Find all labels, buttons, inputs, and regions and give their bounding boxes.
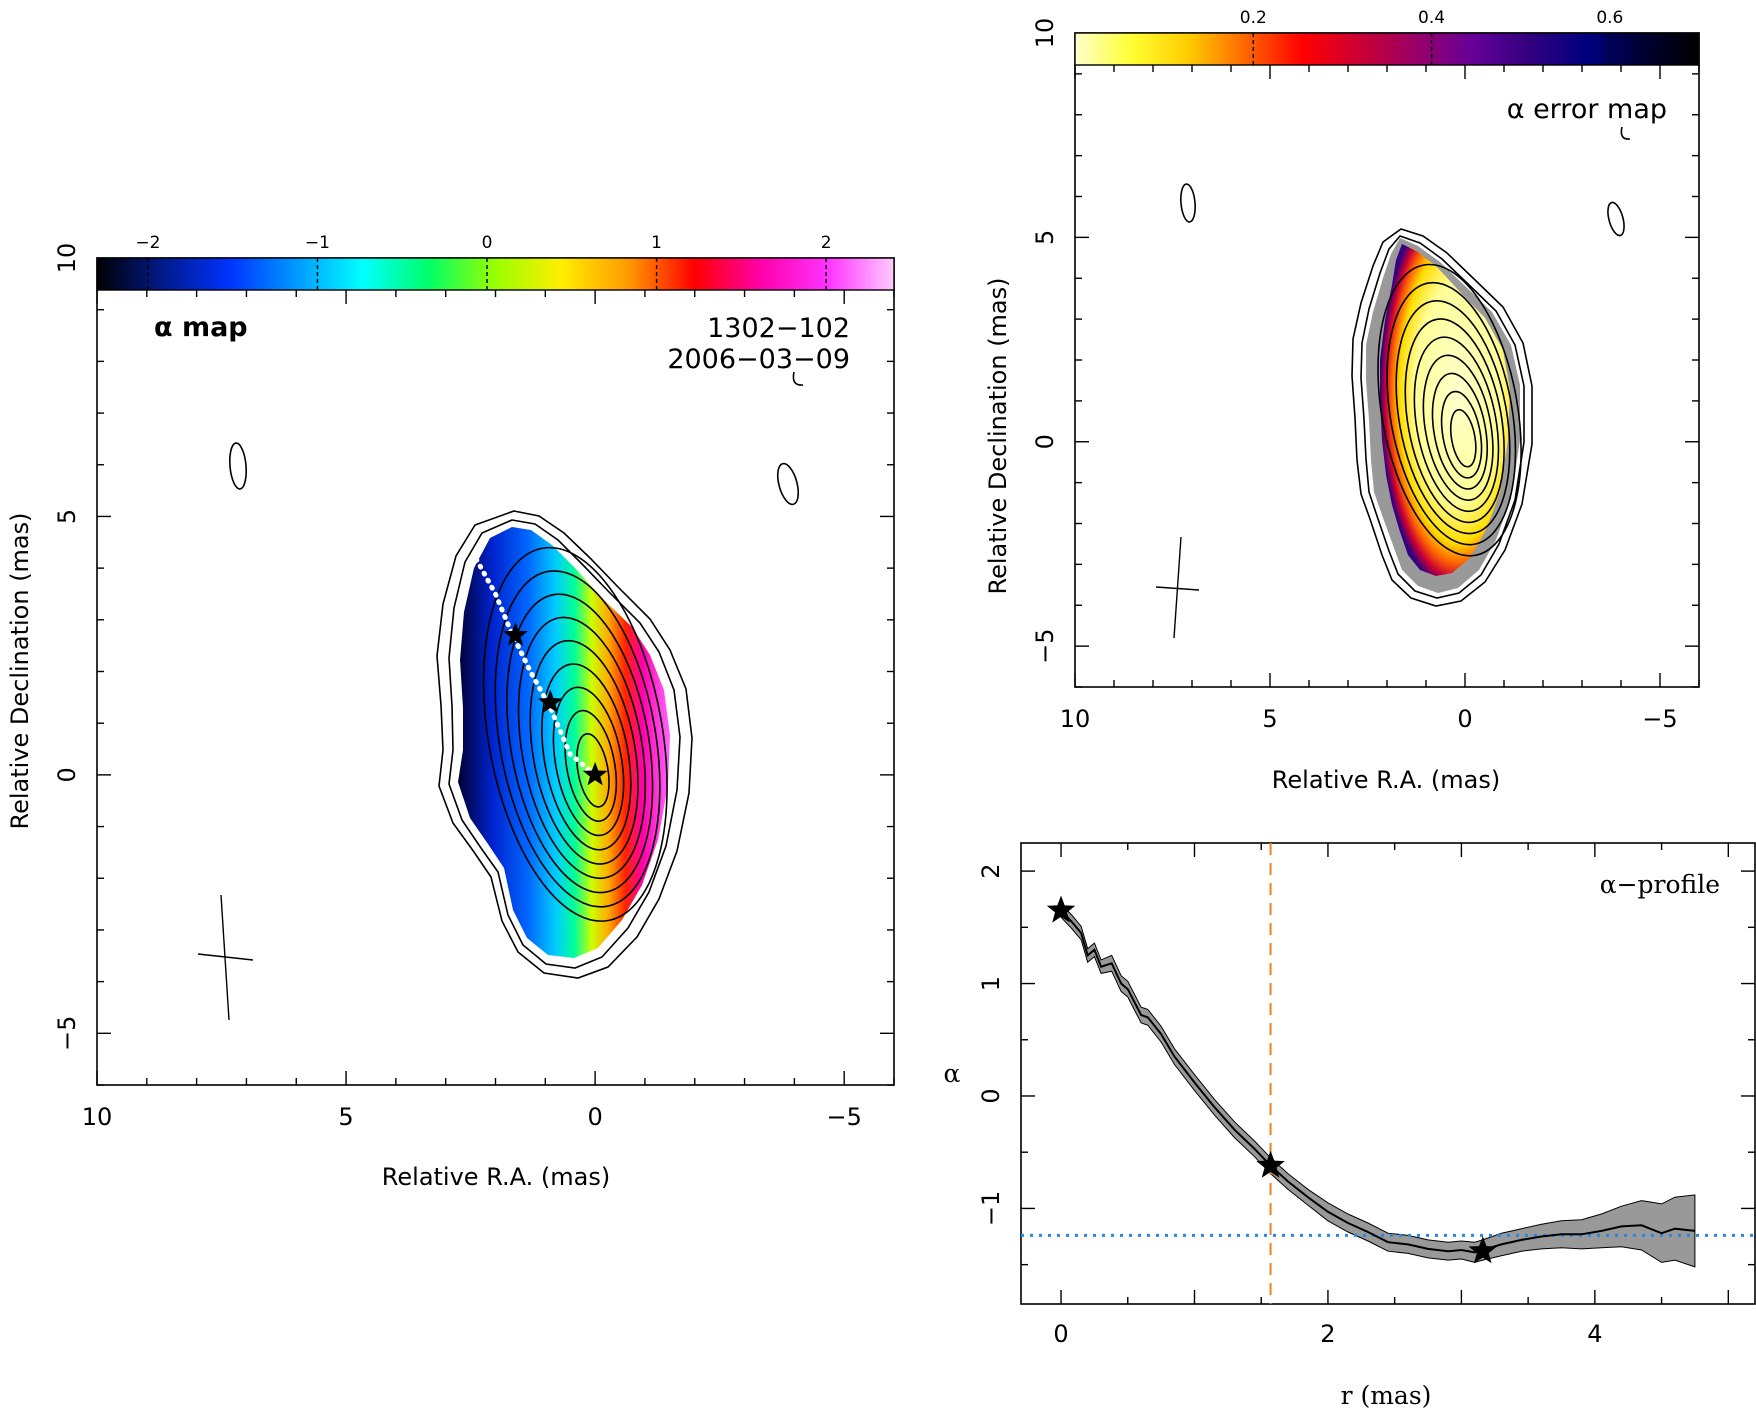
alpha-colorbar-ticks: −2 −1 0 1 2 <box>135 233 832 290</box>
error-colorbar <box>1074 32 1700 66</box>
x-tick-label: 4 <box>1587 1320 1602 1348</box>
profile-xlabel: r (mas) <box>1341 1381 1432 1410</box>
contour <box>541 663 632 851</box>
y-tick-label: 1 <box>977 976 1005 991</box>
outer-contour <box>1351 228 1533 607</box>
alpha-map-stars <box>503 622 608 786</box>
noise-contour-2 <box>776 462 800 506</box>
alpha-map-fill <box>458 527 670 958</box>
error-beam-cross <box>1155 536 1200 639</box>
contour <box>1413 336 1500 513</box>
colorbar-tick-label: 1 <box>651 233 662 253</box>
contour <box>552 686 625 837</box>
x-tick-label: 0 <box>587 1103 602 1131</box>
alpha-map-label: α map <box>154 312 248 343</box>
colorbar-tick-label: 0 <box>482 233 493 253</box>
y-tick-label: 2 <box>977 863 1005 878</box>
noise-contour-1 <box>228 442 248 490</box>
colorbar-tick-label: −2 <box>135 233 160 253</box>
error-noise-contour-3 <box>1620 126 1631 140</box>
alpha-map-contours <box>436 510 693 979</box>
y-tick-label: 0 <box>53 767 81 782</box>
profile-label: α−profile <box>1600 870 1720 899</box>
star-marker <box>1256 1150 1285 1178</box>
star-marker <box>582 761 608 786</box>
x-tick-label: 0 <box>1457 705 1472 733</box>
x-tick-label: 10 <box>1060 705 1091 733</box>
error-noise-contour-2 <box>1607 201 1625 237</box>
profile-ylabel: α <box>944 1059 961 1088</box>
alpha-colorbar <box>96 257 895 291</box>
star-marker <box>1046 895 1076 923</box>
error-map-ylabel: Relative Declination (mas) <box>984 277 1012 594</box>
contour <box>1449 408 1477 468</box>
contour <box>1422 354 1494 501</box>
outer-contour <box>1360 235 1525 599</box>
y-tick-label: 0 <box>1031 434 1059 449</box>
alpha-map-ticks: 10 5 0 −5 −5 0 5 10 <box>53 243 895 1131</box>
contour <box>506 593 654 894</box>
contour <box>1404 318 1505 524</box>
colorbar-tick-label: −1 <box>305 233 330 253</box>
x-tick-label: −5 <box>1642 705 1677 733</box>
observation-date: 2006−03−09 <box>667 344 850 375</box>
x-tick-label: −5 <box>826 1103 861 1131</box>
error-map-label: α error map <box>1507 94 1667 125</box>
y-tick-label: 10 <box>53 243 81 274</box>
contour <box>576 733 610 808</box>
alpha-map-ylabel: Relative Declination (mas) <box>6 512 34 829</box>
error-map-xlabel: Relative R.A. (mas) <box>1272 766 1500 794</box>
x-tick-label: 0 <box>1053 1320 1068 1348</box>
y-tick-label: 0 <box>977 1088 1005 1103</box>
star-marker <box>503 622 528 646</box>
error-map-ticks: 10 5 0 −5 −5 0 5 10 <box>1031 18 1700 733</box>
alpha-error-panel: 0.2 0.4 0.6 10 5 0 −5 −5 0 5 10 α error map Relat… <box>984 8 1700 794</box>
contour <box>1440 390 1483 479</box>
outer-contour <box>436 510 693 979</box>
error-noise-contour-1 <box>1180 183 1196 223</box>
colorbar-tick-label: 0.6 <box>1596 8 1623 28</box>
contour <box>564 709 618 822</box>
contour <box>1386 281 1517 546</box>
colorbar-tick-label: 0.2 <box>1240 8 1267 28</box>
contour <box>494 570 661 908</box>
y-tick-label: 5 <box>1031 230 1059 245</box>
y-tick-label: 10 <box>1031 18 1059 49</box>
beam-cross <box>197 894 254 1021</box>
profile-error-band <box>1060 902 1696 1268</box>
error-colorbar-ticks: 0.2 0.4 0.6 <box>1240 8 1623 65</box>
noise-contour-3 <box>792 371 804 386</box>
profile-ticks: 0 2 4 −1 0 1 2 <box>977 843 1755 1348</box>
y-tick-label: 5 <box>53 509 81 524</box>
contour <box>517 616 647 880</box>
star-marker <box>537 689 563 713</box>
contour <box>1395 300 1511 535</box>
ridge-line <box>473 555 598 778</box>
star-marker <box>1468 1236 1497 1264</box>
x-tick-label: 10 <box>82 1103 113 1131</box>
source-name: 1302−102 <box>707 313 850 344</box>
x-tick-label: 5 <box>1262 705 1277 733</box>
y-tick-label: −5 <box>1031 628 1059 663</box>
contour <box>1377 263 1522 557</box>
profile-frame <box>1020 842 1756 1305</box>
colorbar-tick-label: 2 <box>821 233 832 253</box>
colorbar-tick-label: 0.4 <box>1418 8 1445 28</box>
contour <box>529 639 639 865</box>
outer-contour <box>448 519 681 969</box>
profile-line <box>1060 909 1696 1254</box>
alpha-profile-panel: 0 2 4 −1 0 1 2 α−profile r (mas) α <box>944 842 1756 1410</box>
y-tick-label: −1 <box>977 1191 1005 1226</box>
contour <box>482 546 668 922</box>
x-tick-label: 2 <box>1320 1320 1335 1348</box>
y-tick-label: −5 <box>53 1016 81 1051</box>
error-map-contours <box>1351 228 1533 607</box>
alpha-map-panel: −2 −1 0 1 2 10 5 0 −5 −5 0 5 10 α map 1302−102 2006… <box>6 233 895 1191</box>
contour <box>1431 372 1488 490</box>
x-tick-label: 5 <box>338 1103 353 1131</box>
alpha-map-xlabel: Relative R.A. (mas) <box>382 1163 610 1191</box>
profile-stars <box>1046 895 1497 1264</box>
